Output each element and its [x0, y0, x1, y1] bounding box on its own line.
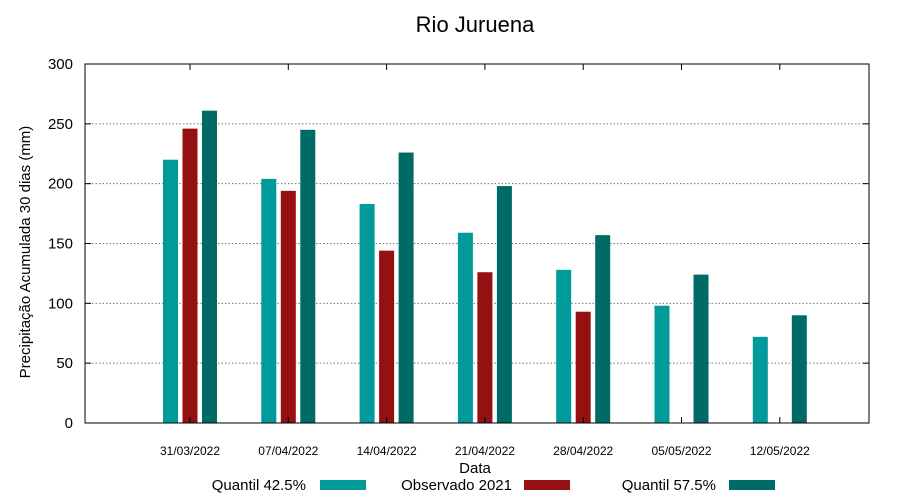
legend-swatch [524, 480, 570, 490]
y-tick-label: 0 [65, 415, 73, 432]
x-tick-label: 31/03/2022 [160, 444, 220, 458]
bar-2-5 [575, 311, 591, 423]
y-tick-label: 200 [48, 176, 73, 193]
y-tick-label: 250 [48, 116, 73, 133]
bar-2-3 [379, 250, 395, 423]
legend: Quantil 42.5% Observado 2021 Quantil 57.5% [212, 477, 775, 494]
bar-3-5 [595, 235, 611, 423]
legend-label: Quantil 42.5% [212, 477, 306, 494]
legend-label: Observado 2021 [401, 477, 512, 494]
legend-label: Quantil 57.5% [622, 477, 716, 494]
y-tick-label: 150 [48, 236, 73, 253]
y-tick-label: 300 [48, 56, 73, 73]
y-tick-label: 100 [48, 295, 73, 312]
x-tick-label: 07/04/2022 [258, 444, 318, 458]
bar-3-7 [791, 315, 807, 423]
x-tick-label: 28/04/2022 [553, 444, 613, 458]
bar-1-6 [654, 305, 670, 423]
bar-3-3 [398, 152, 414, 423]
x-tick-label: 05/05/2022 [651, 444, 711, 458]
x-tick-label: 21/04/2022 [455, 444, 515, 458]
x-tick-label: 14/04/2022 [357, 444, 417, 458]
y-tick-label: 50 [56, 355, 73, 372]
bar-2-1 [182, 128, 198, 423]
bar-1-3 [359, 204, 375, 423]
x-axis-ticks: 31/03/2022 07/04/2022 14/04/2022 21/04/2022… [160, 64, 810, 458]
bar-1-1 [163, 159, 178, 423]
chart-title: Rio Juruena [416, 12, 535, 37]
bar-3-2 [300, 129, 316, 424]
bar-2-4 [477, 272, 493, 423]
y-axis-label: Precipitação Acumulada 30 dias (mm) [17, 126, 34, 379]
bar-1-7 [752, 336, 768, 423]
bar-3-1 [202, 110, 217, 424]
bar-1-4 [457, 232, 473, 423]
x-tick-label: 12/05/2022 [750, 444, 810, 458]
bar-3-4 [496, 186, 512, 423]
bar-1-2 [261, 178, 277, 423]
y-axis-ticks: 0 50 100 150 200 250 300 [48, 56, 869, 432]
bars [163, 110, 807, 424]
bar-1-5 [556, 269, 572, 423]
legend-swatch [729, 480, 775, 490]
bar-2-2 [280, 190, 296, 423]
legend-swatch [320, 480, 366, 490]
bar-3-6 [693, 274, 709, 423]
x-axis-label: Data [459, 460, 491, 477]
